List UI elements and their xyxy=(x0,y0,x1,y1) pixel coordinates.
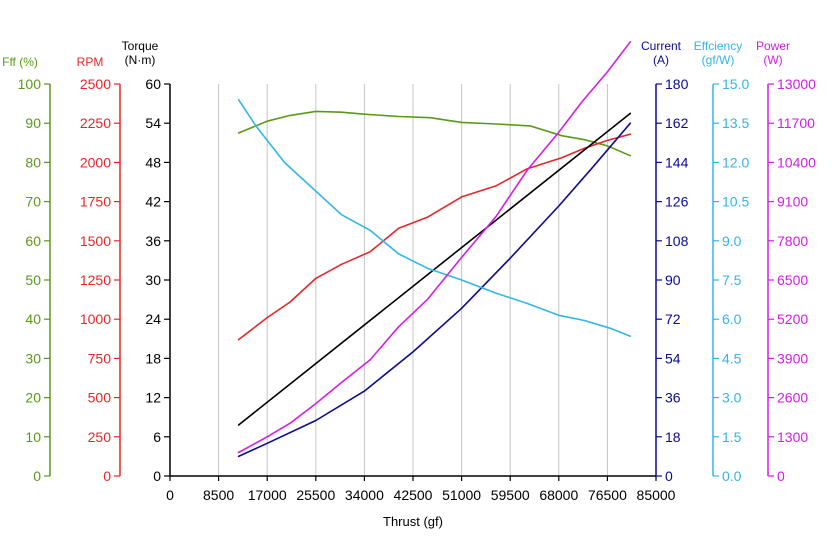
current-tick-label: 162 xyxy=(665,115,689,131)
torque-tick-label: 60 xyxy=(145,76,161,92)
current-tick-label: 144 xyxy=(665,154,689,170)
torque-tick-label: 12 xyxy=(145,390,161,406)
efficiency-tick-label: 1.5 xyxy=(722,429,742,445)
efficiency-tick-label: 15.0 xyxy=(722,76,749,92)
fff-tick-label: 40 xyxy=(25,311,41,327)
efficiency-tick-label: 13.5 xyxy=(722,115,749,131)
torque-tick-label: 30 xyxy=(145,272,161,288)
fff-tick-label: 50 xyxy=(25,272,41,288)
power-tick-label: 0 xyxy=(777,468,785,484)
current-tick-label: 90 xyxy=(665,272,681,288)
x-tick-label: 34000 xyxy=(345,487,384,503)
current-series-line xyxy=(237,122,632,458)
efficiency-axis-title: Effciency xyxy=(694,39,742,53)
rpm-series-line xyxy=(237,133,632,341)
torque-series-line xyxy=(237,112,632,426)
torque-tick-label: 6 xyxy=(153,429,161,445)
x-tick-label: 76500 xyxy=(588,487,627,503)
torque-tick-label: 24 xyxy=(145,311,161,327)
fff-series-line xyxy=(237,110,632,157)
efficiency-series-line xyxy=(237,98,632,338)
power-tick-label: 2600 xyxy=(777,390,808,406)
x-tick-label: 42500 xyxy=(394,487,433,503)
rpm-axis-title: RPM xyxy=(77,55,104,69)
efficiency-tick-label: 3.0 xyxy=(722,390,742,406)
torque-tick-label: 42 xyxy=(145,194,161,210)
power-tick-label: 11700 xyxy=(777,115,815,131)
rpm-tick-label: 0 xyxy=(103,468,111,484)
efficiency-tick-label: 4.5 xyxy=(722,350,742,366)
current-tick-label: 18 xyxy=(665,429,681,445)
power-axis-title: Power xyxy=(756,39,790,53)
efficiency-tick-label: 7.5 xyxy=(722,272,742,288)
fff-tick-label: 60 xyxy=(25,233,41,249)
x-tick-label: 85000 xyxy=(637,487,676,503)
x-tick-label: 0 xyxy=(166,487,174,503)
x-tick-label: 8500 xyxy=(203,487,234,503)
x-tick-label: 17000 xyxy=(248,487,287,503)
current-tick-label: 0 xyxy=(665,468,673,484)
x-tick-label: 25500 xyxy=(296,487,335,503)
current-axis-unit: (A) xyxy=(653,53,669,67)
power-tick-label: 10400 xyxy=(777,154,816,170)
rpm-tick-label: 2250 xyxy=(80,115,111,131)
x-tick-label: 68000 xyxy=(539,487,578,503)
power-tick-label: 13000 xyxy=(777,76,816,92)
fff-tick-label: 10 xyxy=(25,429,41,445)
efficiency-tick-label: 12.0 xyxy=(722,154,749,170)
current-tick-label: 108 xyxy=(665,233,689,249)
efficiency-tick-label: 9.0 xyxy=(722,233,742,249)
current-tick-label: 72 xyxy=(665,311,681,327)
torque-axis-unit: (N·m) xyxy=(125,53,156,67)
efficiency-tick-label: 0.0 xyxy=(722,468,742,484)
torque-axis-title: Torque xyxy=(122,39,159,53)
fff-axis-title: Fff (%) xyxy=(2,55,38,69)
torque-tick-label: 54 xyxy=(145,115,161,131)
power-series-line xyxy=(237,40,632,454)
current-tick-label: 126 xyxy=(665,194,689,210)
power-tick-label: 5200 xyxy=(777,311,808,327)
rpm-tick-label: 500 xyxy=(88,390,112,406)
power-tick-label: 6500 xyxy=(777,272,808,288)
torque-tick-label: 48 xyxy=(145,154,161,170)
power-tick-label: 1300 xyxy=(777,429,808,445)
rpm-tick-label: 1500 xyxy=(80,233,111,249)
current-axis-title: Current xyxy=(641,39,682,53)
rpm-tick-label: 2500 xyxy=(80,76,111,92)
current-tick-label: 36 xyxy=(665,390,681,406)
rpm-tick-label: 1250 xyxy=(80,272,111,288)
fff-tick-label: 20 xyxy=(25,390,41,406)
power-tick-label: 3900 xyxy=(777,350,808,366)
rpm-tick-label: 2000 xyxy=(80,154,111,170)
x-tick-label: 59500 xyxy=(491,487,530,503)
torque-tick-label: 18 xyxy=(145,350,161,366)
power-tick-label: 9100 xyxy=(777,194,808,210)
efficiency-axis-unit: (gf/W) xyxy=(702,53,735,67)
fff-tick-label: 80 xyxy=(25,154,41,170)
fff-tick-label: 90 xyxy=(25,115,41,131)
current-tick-label: 180 xyxy=(665,76,689,92)
torque-tick-label: 36 xyxy=(145,233,161,249)
fff-tick-label: 0 xyxy=(33,468,41,484)
fff-tick-label: 30 xyxy=(25,350,41,366)
efficiency-tick-label: 10.5 xyxy=(722,194,749,210)
rpm-tick-label: 1750 xyxy=(80,194,111,210)
rpm-tick-label: 1000 xyxy=(80,311,111,327)
torque-tick-label: 0 xyxy=(153,468,161,484)
power-axis-unit: (W) xyxy=(763,53,782,67)
rpm-tick-label: 750 xyxy=(88,350,112,366)
power-tick-label: 7800 xyxy=(777,233,808,249)
x-tick-label: 51000 xyxy=(442,487,481,503)
rpm-tick-label: 250 xyxy=(88,429,112,445)
fff-tick-label: 100 xyxy=(18,76,42,92)
current-tick-label: 54 xyxy=(665,350,681,366)
x-axis-label: Thrust (gf) xyxy=(383,514,443,529)
efficiency-tick-label: 6.0 xyxy=(722,311,742,327)
fff-tick-label: 70 xyxy=(25,194,41,210)
